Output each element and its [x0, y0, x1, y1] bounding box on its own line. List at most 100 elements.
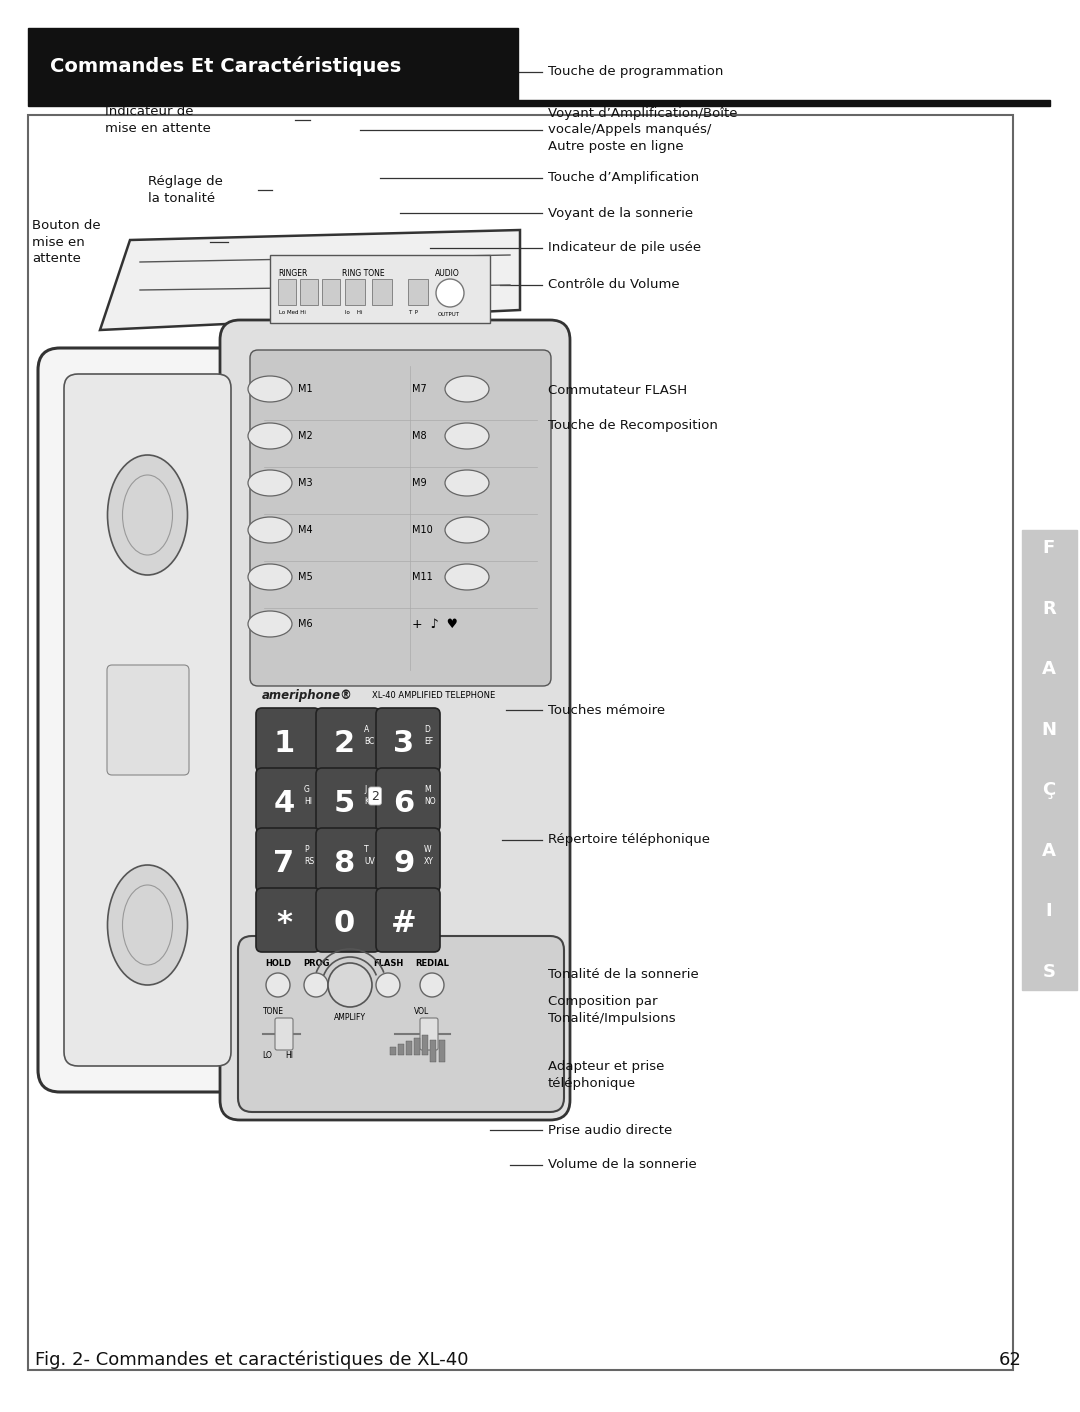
Text: Touche d’Amplification: Touche d’Amplification	[548, 171, 699, 185]
Circle shape	[420, 973, 444, 997]
Text: N: N	[1041, 720, 1056, 738]
Text: 1: 1	[273, 729, 295, 757]
Text: P: P	[303, 846, 309, 854]
Text: T  P: T P	[408, 311, 418, 315]
Circle shape	[376, 973, 400, 997]
Text: M2: M2	[298, 431, 313, 441]
Text: Prise audio directe: Prise audio directe	[548, 1124, 672, 1137]
Ellipse shape	[248, 424, 292, 449]
Text: 2: 2	[334, 729, 354, 757]
Bar	[406, 1041, 411, 1055]
Circle shape	[266, 973, 291, 997]
Ellipse shape	[445, 517, 489, 544]
Text: 6: 6	[393, 788, 415, 818]
Ellipse shape	[248, 470, 292, 496]
Polygon shape	[100, 230, 519, 330]
Bar	[372, 280, 392, 305]
Text: M7: M7	[411, 384, 427, 394]
Text: 4: 4	[273, 788, 295, 818]
Text: HOLD: HOLD	[265, 960, 292, 969]
FancyBboxPatch shape	[376, 768, 440, 832]
Ellipse shape	[248, 517, 292, 544]
FancyBboxPatch shape	[256, 827, 320, 892]
Text: D: D	[424, 726, 430, 734]
Text: M8: M8	[411, 431, 427, 441]
FancyBboxPatch shape	[316, 707, 380, 772]
Text: Fig. 2- Commandes et caractéristiques de XL-40: Fig. 2- Commandes et caractéristiques de…	[35, 1351, 469, 1370]
Bar	[1022, 530, 1077, 990]
Ellipse shape	[445, 470, 489, 496]
Text: M4: M4	[298, 525, 312, 535]
Text: Voyant de la sonnerie: Voyant de la sonnerie	[548, 206, 693, 219]
Ellipse shape	[248, 376, 292, 402]
Text: KL: KL	[364, 798, 374, 806]
Text: Contrôle du Volume: Contrôle du Volume	[548, 278, 679, 291]
Text: 8: 8	[334, 849, 354, 877]
Ellipse shape	[445, 376, 489, 402]
FancyBboxPatch shape	[107, 665, 189, 775]
Ellipse shape	[108, 866, 188, 986]
Text: +  ♪  ♥: + ♪ ♥	[411, 617, 458, 631]
Text: AMPLIFY: AMPLIFY	[334, 1012, 366, 1021]
Text: M9: M9	[411, 479, 427, 489]
Text: HI: HI	[303, 798, 312, 806]
Text: Touche de programmation: Touche de programmation	[548, 65, 724, 79]
FancyBboxPatch shape	[376, 827, 440, 892]
Text: W: W	[424, 846, 432, 854]
FancyBboxPatch shape	[420, 1018, 438, 1051]
Text: Lo Med Hi: Lo Med Hi	[279, 311, 306, 315]
Bar	[300, 280, 318, 305]
Text: Bouton de
mise en
attente: Bouton de mise en attente	[32, 219, 100, 265]
Bar	[399, 1043, 404, 1055]
Bar	[408, 280, 428, 305]
Text: M1: M1	[298, 384, 312, 394]
Text: TONE: TONE	[264, 1008, 284, 1017]
FancyBboxPatch shape	[256, 768, 320, 832]
FancyBboxPatch shape	[256, 707, 320, 772]
Text: M11: M11	[411, 572, 433, 582]
Text: UV: UV	[364, 857, 375, 867]
Bar	[345, 280, 365, 305]
Text: Ç: Ç	[1042, 781, 1055, 799]
Text: RS: RS	[303, 857, 314, 867]
Text: Commutateur FLASH: Commutateur FLASH	[548, 384, 687, 397]
Text: M5: M5	[298, 572, 313, 582]
Bar	[430, 1041, 436, 1062]
FancyBboxPatch shape	[275, 1018, 293, 1051]
Text: 5: 5	[334, 788, 354, 818]
Text: ameriphone®: ameriphone®	[262, 689, 353, 702]
Circle shape	[328, 963, 372, 1007]
Text: G: G	[303, 785, 310, 795]
Bar	[28, 28, 518, 100]
Bar	[390, 1048, 396, 1055]
Bar	[278, 280, 296, 305]
Bar	[28, 100, 1050, 106]
Text: Commandes Et Caractéristiques: Commandes Et Caractéristiques	[50, 56, 402, 76]
Text: NO: NO	[424, 798, 435, 806]
Text: I: I	[1045, 902, 1052, 921]
FancyBboxPatch shape	[238, 936, 564, 1113]
Text: A: A	[1042, 661, 1056, 678]
Text: J: J	[364, 785, 366, 795]
Circle shape	[303, 973, 328, 997]
Text: Volume de la sonnerie: Volume de la sonnerie	[548, 1158, 697, 1172]
Text: M10: M10	[411, 525, 433, 535]
Text: A: A	[364, 726, 369, 734]
Text: 7: 7	[273, 849, 295, 877]
Ellipse shape	[445, 563, 489, 590]
Text: lo    Hi: lo Hi	[345, 311, 363, 315]
Text: Composition par
Tonalité/Impulsions: Composition par Tonalité/Impulsions	[548, 995, 676, 1025]
Text: VOL: VOL	[414, 1008, 429, 1017]
Text: Voyant d’Amplification/Boîte
vocale/Appels manqués/
Autre poste en ligne: Voyant d’Amplification/Boîte vocale/Appe…	[548, 107, 738, 152]
Text: BC: BC	[364, 737, 375, 747]
Text: XL-40 AMPLIFIED TELEPHONE: XL-40 AMPLIFIED TELEPHONE	[372, 690, 496, 699]
Text: AUDIO: AUDIO	[435, 270, 460, 278]
Text: Adapteur et prise
téléphonique: Adapteur et prise téléphonique	[548, 1060, 664, 1090]
FancyBboxPatch shape	[316, 827, 380, 892]
Text: Répertoire téléphonique: Répertoire téléphonique	[548, 833, 710, 847]
FancyBboxPatch shape	[220, 321, 570, 1120]
Text: Réglage de
la tonalité: Réglage de la tonalité	[148, 175, 222, 205]
Ellipse shape	[248, 611, 292, 637]
Text: Touches mémoire: Touches mémoire	[548, 703, 665, 716]
Text: REDIAL: REDIAL	[415, 960, 449, 969]
